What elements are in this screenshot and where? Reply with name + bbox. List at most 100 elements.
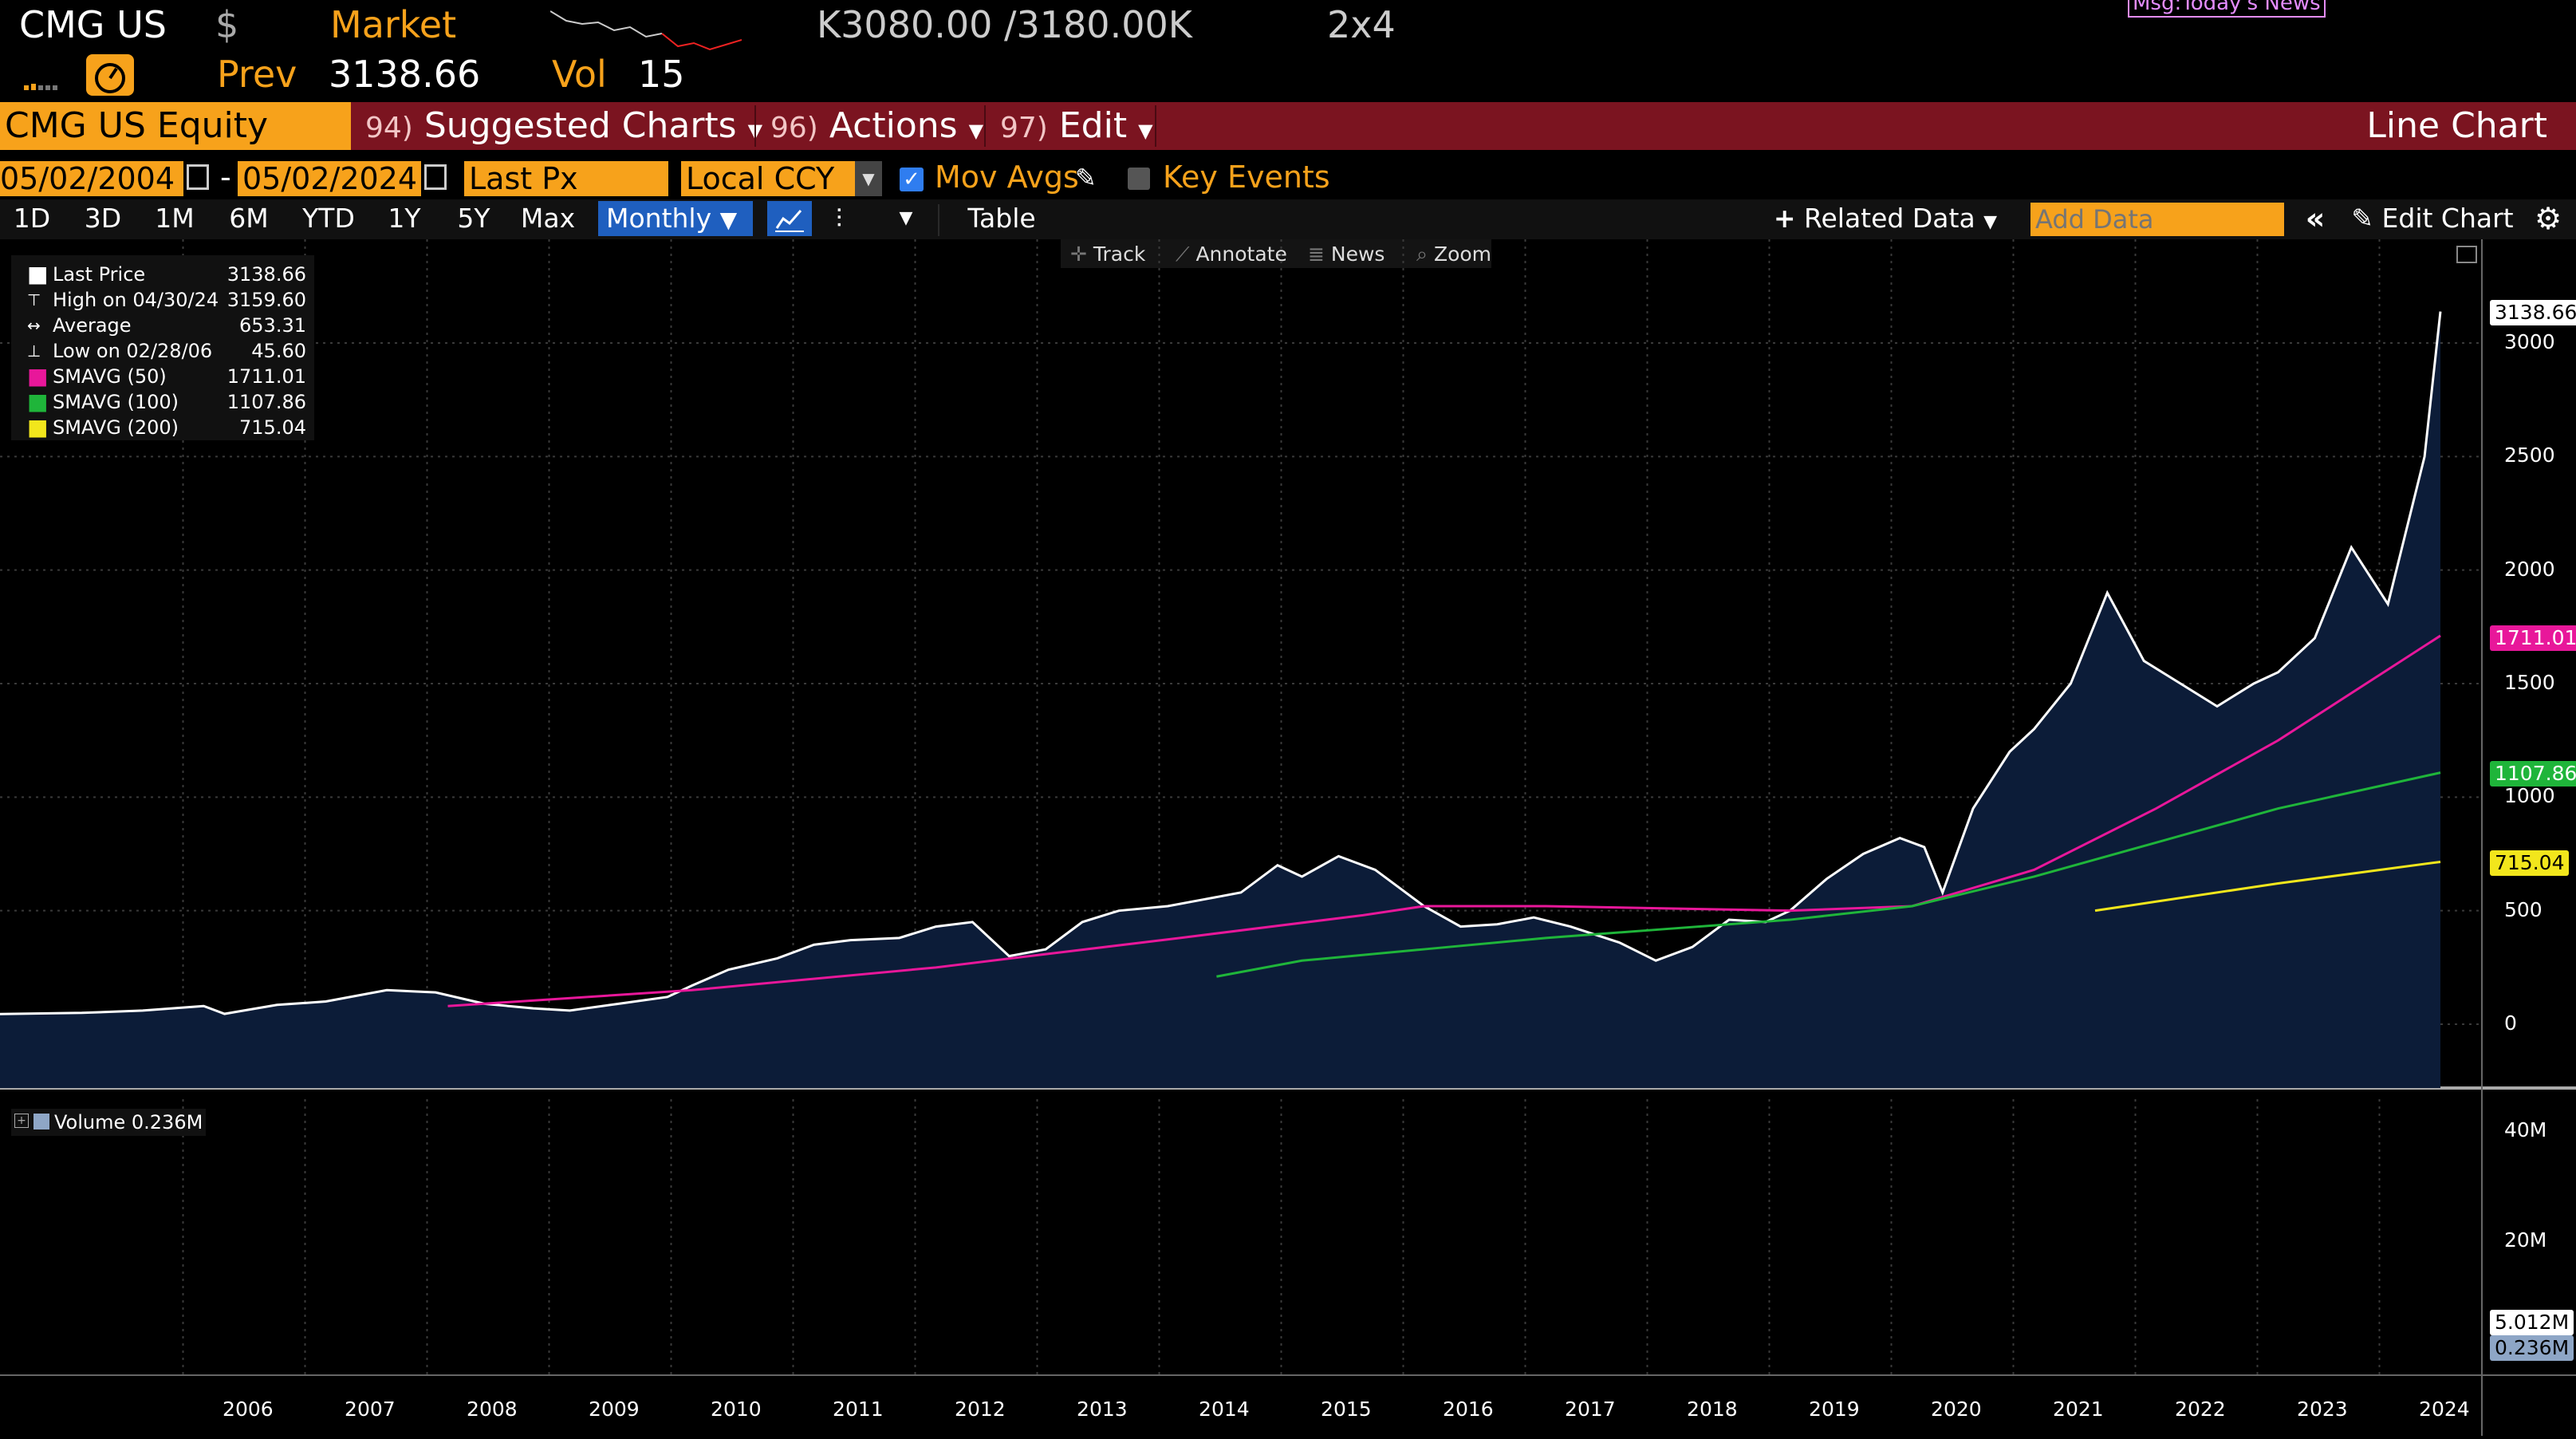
price-line: [0, 311, 2442, 1015]
legend-swatch: ⊤: [27, 290, 41, 309]
period-button-ytd[interactable]: YTD: [302, 203, 355, 234]
legend-value: 3138.66: [226, 263, 306, 286]
y-tick-label: 0: [2504, 1011, 2517, 1035]
tool-label: Zoom: [1433, 242, 1492, 266]
y-tick-label: 1000: [2504, 784, 2555, 808]
y-tick-label: 2000: [2504, 557, 2555, 581]
news-icon: ≣: [1308, 242, 1331, 266]
line-chart-icon[interactable]: [767, 201, 812, 236]
legend-label: Last Price: [53, 263, 146, 286]
legend-value: 3159.60: [226, 289, 306, 311]
tool-annotate[interactable]: ⟋ Annotate: [1176, 241, 1287, 268]
table-button[interactable]: Table: [967, 203, 1036, 234]
volume-swatch: [33, 1114, 49, 1130]
chevron-down-icon[interactable]: ▼: [899, 208, 913, 228]
x-tick-label: 2007: [345, 1398, 396, 1421]
msg-news[interactable]: Msg:Today's News: [2128, 0, 2326, 18]
currency: $: [215, 3, 239, 46]
ccy-select[interactable]: Local CCY: [681, 161, 882, 196]
related-data-menu[interactable]: + Related Data ▼: [1766, 201, 2005, 236]
legend-label: High on 04/30/24: [53, 289, 219, 311]
legend-value: 1711.01: [226, 365, 306, 388]
period-button-max[interactable]: Max: [520, 203, 576, 234]
legend-swatch: ■: [27, 261, 49, 287]
edit-num: 97): [1000, 112, 1048, 144]
x-tick-label: 2024: [2419, 1398, 2470, 1421]
chevron-down-icon: ▼: [1983, 212, 1998, 232]
price-legend: ■ Last Price 3138.66 ⊤ High on 04/30/24 3159.…: [11, 255, 314, 440]
edit-menu[interactable]: 97) Edit ▼: [1000, 102, 1153, 150]
tool-label: News: [1330, 242, 1385, 266]
volume-y-tick-label: 40M: [2504, 1118, 2547, 1141]
end-date-input[interactable]: 05/02/2024: [238, 161, 421, 196]
x-tick-label: 2018: [1687, 1398, 1738, 1421]
tool-zoom[interactable]: ⌕ Zoom: [1416, 241, 1491, 268]
prev-label: Prev: [217, 53, 297, 96]
mov-avgs-label[interactable]: Mov Avgs: [935, 160, 1079, 195]
x-tick-label: 2010: [711, 1398, 762, 1421]
annotate-icon: ⟋: [1176, 242, 1196, 266]
calendar-icon[interactable]: [424, 164, 447, 190]
period-button-1m[interactable]: 1M: [155, 203, 195, 234]
prev-value: 3138.66: [329, 53, 481, 96]
ticker: CMG US: [19, 3, 167, 46]
x-tick-label: 2013: [1077, 1398, 1128, 1421]
y-tick-label: 500: [2504, 897, 2543, 921]
calendar-icon[interactable]: [187, 164, 209, 190]
actions-menu[interactable]: 96) Actions ▼: [770, 102, 983, 150]
actions-label: Actions: [829, 105, 958, 146]
price-chart[interactable]: [0, 239, 2576, 1436]
key-events-label[interactable]: Key Events: [1163, 160, 1330, 195]
tool-news[interactable]: ≣ News: [1308, 241, 1385, 268]
legend-label: SMAVG (100): [53, 391, 179, 413]
legend-value: 1107.86: [226, 391, 306, 413]
speedometer-icon[interactable]: [86, 54, 134, 96]
expand-icon[interactable]: +: [14, 1114, 29, 1128]
suggested-charts-menu[interactable]: 94) Suggested Charts ▼: [365, 102, 762, 150]
track-icon: ✛: [1070, 242, 1093, 266]
x-tick-label: 2008: [467, 1398, 518, 1421]
key-events-checkbox[interactable]: [1128, 168, 1150, 190]
tool-track[interactable]: ✛ Track: [1070, 241, 1145, 268]
period-button-3d[interactable]: 3D: [84, 203, 122, 234]
collapse-icon[interactable]: «: [2305, 201, 2326, 236]
frequency-select[interactable]: Monthly ▼: [598, 201, 753, 236]
add-data-input[interactable]: [2030, 203, 2284, 236]
period-button-1y[interactable]: 1Y: [388, 203, 421, 234]
legend-label: SMAVG (200): [53, 416, 179, 439]
date-dash: -: [220, 160, 231, 195]
frequency-label: Monthly: [606, 203, 712, 234]
actions-num: 96): [770, 112, 818, 144]
field-select[interactable]: Last Px: [464, 161, 668, 196]
period-button-6m[interactable]: 6M: [229, 203, 269, 234]
zoom-icon: ⌕: [1416, 242, 1434, 266]
x-tick-label: 2022: [2175, 1398, 2226, 1421]
menu-bar: [0, 102, 2576, 150]
y-tick-label: 2500: [2504, 444, 2555, 467]
x-tick-label: 2009: [589, 1398, 640, 1421]
legend-row: ■ SMAVG (100) 1107.86: [11, 389, 314, 415]
legend-label: Low on 02/28/06: [53, 340, 213, 362]
edit-label: Edit: [1058, 105, 1128, 146]
chevron-down-icon: ▼: [719, 207, 738, 233]
bar-style-icon[interactable]: ⫶: [835, 203, 842, 234]
panel-collapse-icon[interactable]: [2456, 246, 2477, 263]
gear-icon[interactable]: ⚙: [2534, 201, 2562, 236]
legend-swatch: ↔: [27, 316, 41, 335]
sma50-line: [447, 634, 2441, 1007]
period-button-1d[interactable]: 1D: [13, 203, 51, 234]
legend-row: ■ Last Price 3138.66: [11, 262, 314, 287]
pencil-icon[interactable]: ✎: [1075, 163, 1097, 193]
edit-chart-button[interactable]: ✎ Edit Chart: [2345, 201, 2520, 236]
start-date-input[interactable]: 05/02/2004: [0, 161, 183, 196]
period-button-5y[interactable]: 5Y: [457, 203, 490, 234]
divider: [938, 204, 939, 236]
legend-swatch: ■: [27, 363, 49, 389]
security-field[interactable]: CMG US Equity: [0, 102, 351, 150]
chevron-down-icon[interactable]: ▼: [855, 161, 882, 196]
mov-avgs-checkbox[interactable]: ✓: [900, 168, 924, 191]
x-tick-label: 2021: [2053, 1398, 2104, 1421]
vol-last-tag: 0.236M: [2490, 1335, 2574, 1361]
sma100-line: [1216, 771, 2441, 978]
legend-swatch: ■: [27, 388, 49, 415]
